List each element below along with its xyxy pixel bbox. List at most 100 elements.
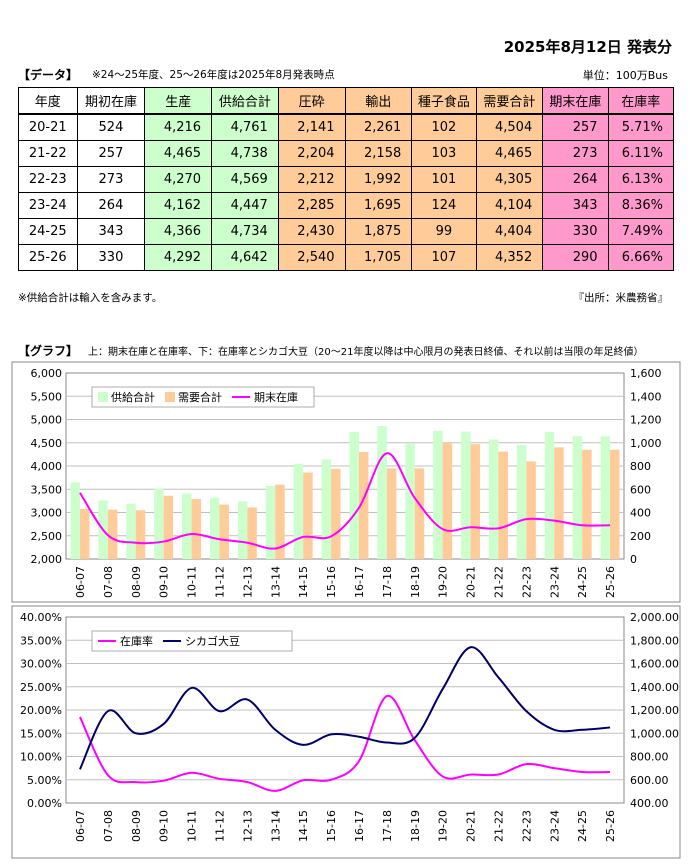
bar-需要合計 bbox=[610, 449, 620, 559]
table-cell: 4,447 bbox=[211, 192, 279, 219]
bar-需要合計 bbox=[442, 442, 453, 559]
bar-供給合計 bbox=[572, 436, 583, 559]
bar-供給合計 bbox=[516, 445, 527, 559]
table-cell: 25-26 bbox=[18, 244, 78, 271]
x-tick-label: 19-20 bbox=[437, 810, 450, 842]
y-tick-right: 1,200 bbox=[630, 414, 662, 427]
x-tick-label: 09-10 bbox=[158, 566, 171, 598]
bar-供給合計 bbox=[377, 426, 387, 559]
x-tick-label: 09-10 bbox=[158, 810, 171, 842]
y-tick-right: 1,000 bbox=[630, 437, 662, 450]
y-tick-left: 4,500 bbox=[31, 437, 63, 450]
x-tick-label: 12-13 bbox=[241, 566, 254, 598]
legend-label: 供給合計 bbox=[111, 390, 155, 404]
y-tick-left: 2,500 bbox=[31, 530, 63, 543]
bar-供給合計 bbox=[433, 430, 443, 559]
column-header: 期初在庫 bbox=[76, 87, 146, 115]
table-cell: 107 bbox=[411, 244, 477, 271]
y-tick-left: 5.00% bbox=[27, 774, 62, 787]
table-cell: 2,141 bbox=[277, 113, 346, 141]
x-tick-label: 18-19 bbox=[409, 810, 422, 842]
y-tick-left: 3,000 bbox=[31, 507, 63, 520]
bar-供給合計 bbox=[293, 463, 304, 559]
table-row: 24-25 343 4,366 4,734 2,430 1,875 99 4,404 330 7.… bbox=[18, 218, 675, 245]
x-tick-label: 06-07 bbox=[74, 810, 87, 842]
graph-section-label: 【グラフ】 bbox=[18, 344, 79, 358]
x-tick-label: 20-21 bbox=[465, 566, 478, 598]
table-cell: 6.11% bbox=[607, 140, 675, 167]
bar-供給合計 bbox=[461, 431, 471, 559]
y-tick-right: 0 bbox=[630, 553, 637, 566]
table-cell: 4,404 bbox=[475, 218, 544, 245]
y-tick-left: 35.00% bbox=[20, 634, 62, 647]
table-cell: 2,261 bbox=[344, 113, 413, 141]
legend-label: 在庫率 bbox=[120, 634, 153, 648]
table-cell: 1,705 bbox=[344, 244, 413, 271]
table-cell: 1,992 bbox=[344, 166, 413, 193]
table-cell: 4,465 bbox=[475, 140, 544, 167]
x-tick-label: 07-08 bbox=[102, 810, 115, 842]
bar-供給合計 bbox=[182, 493, 192, 559]
y-tick-left: 5,500 bbox=[31, 390, 63, 403]
table-cell: 2,158 bbox=[344, 140, 413, 167]
y-tick-left: 6,000 bbox=[31, 367, 63, 380]
bar-供給合計 bbox=[349, 432, 359, 559]
x-tick-label: 14-15 bbox=[297, 566, 310, 598]
line-シカゴ大豆 bbox=[79, 646, 611, 770]
legend-box bbox=[91, 630, 293, 652]
y-tick-right: 1,000.00 bbox=[630, 727, 679, 740]
table-header-row: 年度 期初在庫 生産 供給合計 圧砕 輸出 種子食品 需要合計 期末在庫 在庫率 bbox=[18, 87, 675, 115]
table-cell: 264 bbox=[76, 192, 146, 219]
x-tick-label: 15-16 bbox=[325, 566, 338, 598]
y-tick-right: 400.00 bbox=[630, 797, 669, 810]
x-tick-label: 24-25 bbox=[576, 810, 589, 842]
x-tick-label: 19-20 bbox=[437, 566, 450, 598]
table-cell: 257 bbox=[542, 113, 609, 141]
x-tick-label: 22-23 bbox=[520, 810, 533, 842]
x-tick-label: 17-18 bbox=[381, 810, 394, 842]
x-tick-label: 11-12 bbox=[213, 810, 226, 842]
table-cell: 1,875 bbox=[344, 218, 413, 245]
column-header: 輸出 bbox=[344, 87, 413, 115]
column-header: 年度 bbox=[18, 87, 78, 115]
bar-供給合計 bbox=[209, 497, 220, 559]
legend-label: シカゴ大豆 bbox=[185, 634, 240, 648]
bar-需要合計 bbox=[582, 449, 592, 559]
bar-需要合計 bbox=[219, 504, 229, 559]
x-tick-label: 14-15 bbox=[297, 810, 310, 842]
bar-供給合計 bbox=[237, 501, 248, 559]
table-cell: 4,504 bbox=[475, 113, 544, 141]
column-header: 種子食品 bbox=[411, 87, 477, 115]
legend-label: 期末在庫 bbox=[254, 390, 298, 404]
x-tick-label: 22-23 bbox=[520, 566, 533, 598]
table-cell: 103 bbox=[411, 140, 477, 167]
table-cell: 24-25 bbox=[18, 218, 78, 245]
bar-供給合計 bbox=[405, 443, 415, 559]
y-tick-left: 10.00% bbox=[20, 751, 62, 764]
bar-需要合計 bbox=[358, 452, 369, 559]
table-cell: 4,162 bbox=[144, 192, 213, 219]
x-tick-label: 20-21 bbox=[465, 810, 478, 842]
bar-需要合計 bbox=[386, 468, 397, 559]
bar-供給合計 bbox=[265, 485, 276, 559]
y-tick-left: 25.00% bbox=[20, 681, 62, 694]
bar-需要合計 bbox=[554, 447, 564, 559]
x-tick-label: 12-13 bbox=[241, 810, 254, 842]
legend-swatch bbox=[98, 392, 108, 402]
table-cell: 6.66% bbox=[607, 244, 675, 271]
y-tick-right: 1,600 bbox=[630, 367, 662, 380]
bar-供給合計 bbox=[70, 482, 80, 559]
table-cell: 5.71% bbox=[607, 113, 675, 141]
unit-label: 単位：100万Bus bbox=[582, 69, 668, 82]
table-cell: 4,104 bbox=[475, 192, 544, 219]
table-cell: 343 bbox=[76, 218, 146, 245]
x-tick-label: 13-14 bbox=[269, 810, 282, 842]
y-tick-right: 1,200.00 bbox=[630, 704, 679, 717]
table-cell: 7.49% bbox=[607, 218, 675, 245]
bar-供給合計 bbox=[488, 439, 499, 559]
source-label: 『出所：米農務省』 bbox=[573, 292, 669, 304]
table-row: 20-21 524 4,216 4,761 2,141 2,261 102 4,504 257 5… bbox=[18, 113, 675, 141]
bar-供給合計 bbox=[154, 488, 164, 559]
table-cell: 1,695 bbox=[344, 192, 413, 219]
table-cell: 273 bbox=[542, 140, 609, 167]
